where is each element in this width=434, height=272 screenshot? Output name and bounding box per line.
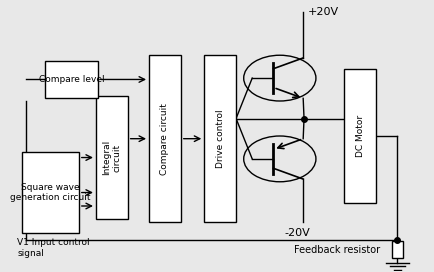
Text: Feedback resistor: Feedback resistor — [294, 245, 380, 255]
Text: Integral
circuit: Integral circuit — [102, 140, 121, 175]
Text: Square wave
generation circuit: Square wave generation circuit — [10, 183, 90, 202]
Text: Compare circuit: Compare circuit — [160, 103, 169, 175]
Text: Drive control: Drive control — [215, 109, 224, 168]
Text: V1 Input control
signal: V1 Input control signal — [17, 238, 90, 258]
Bar — [148, 55, 181, 222]
Text: +20V: +20V — [307, 7, 338, 17]
Text: DC Motor: DC Motor — [355, 115, 364, 157]
Bar — [204, 55, 236, 222]
Bar — [391, 241, 402, 258]
Bar — [45, 61, 98, 98]
Bar — [21, 152, 79, 233]
Bar — [95, 96, 128, 220]
Bar — [344, 69, 375, 203]
Text: Compare level: Compare level — [39, 75, 104, 84]
Text: -20V: -20V — [283, 228, 309, 237]
